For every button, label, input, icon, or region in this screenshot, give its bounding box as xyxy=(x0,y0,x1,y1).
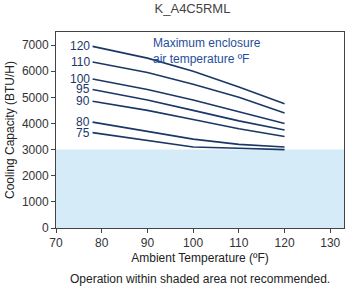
svg-text:Cooling Capacity (BTU/H): Cooling Capacity (BTU/H) xyxy=(3,61,17,199)
svg-text:100: 100 xyxy=(70,72,90,86)
svg-text:110: 110 xyxy=(71,55,90,69)
svg-text:130: 130 xyxy=(320,236,340,250)
svg-text:K_A4C5RML: K_A4C5RML xyxy=(155,1,231,16)
svg-text:5000: 5000 xyxy=(22,91,49,105)
svg-text:1000: 1000 xyxy=(22,195,49,209)
svg-text:0: 0 xyxy=(42,221,49,235)
svg-text:95: 95 xyxy=(76,82,90,96)
svg-text:7000: 7000 xyxy=(22,38,49,52)
svg-text:120: 120 xyxy=(70,39,90,53)
svg-text:Operation within shaded area n: Operation within shaded area not recomme… xyxy=(70,272,330,286)
svg-text:120: 120 xyxy=(275,236,295,250)
svg-text:3000: 3000 xyxy=(22,143,49,157)
svg-text:90: 90 xyxy=(76,94,90,108)
svg-text:110: 110 xyxy=(229,236,248,250)
svg-text:80: 80 xyxy=(95,236,109,250)
svg-text:75: 75 xyxy=(76,126,90,140)
svg-text:90: 90 xyxy=(141,236,155,250)
svg-text:6000: 6000 xyxy=(22,64,49,78)
svg-text:Maximum enclosureair temperatu: Maximum enclosureair temperature ºF xyxy=(153,36,261,66)
svg-text:2000: 2000 xyxy=(22,169,49,183)
svg-text:70: 70 xyxy=(49,236,63,250)
svg-text:80: 80 xyxy=(76,115,90,129)
svg-text:100: 100 xyxy=(183,236,203,250)
svg-text:4000: 4000 xyxy=(22,117,49,131)
svg-text:Ambient Temperature (ºF): Ambient Temperature (ºF) xyxy=(131,251,269,265)
